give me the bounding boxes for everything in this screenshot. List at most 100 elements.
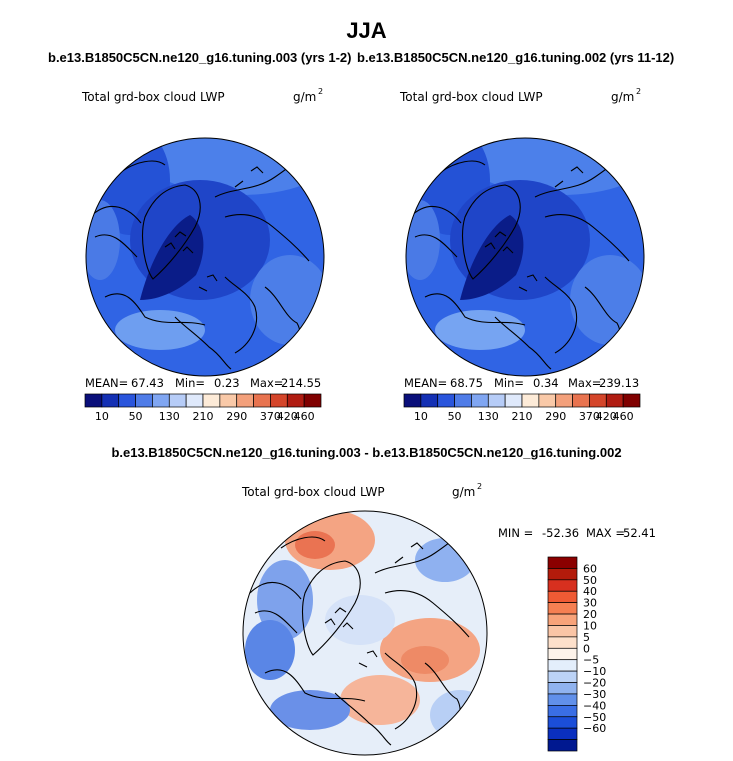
right-max-label: Max= [568,376,601,390]
colorbar-box [84,393,103,408]
colorbar-box [471,393,489,408]
diff-max-label: MAX = [586,526,625,540]
colorbar-box [286,393,305,408]
colorbar-box [504,393,523,408]
diff-panel-units: g/m [452,485,475,499]
colorbar-tick-label: −50 [583,711,606,724]
colorbar-box [589,393,607,408]
colorbar-tick-label: 420 [596,410,617,423]
left-map-region [86,200,120,280]
colorbar-tick-label: 210 [512,410,533,423]
diff-min-label: MIN = [498,526,533,540]
left-mean-label: MEAN= [85,376,128,390]
page-title: JJA [346,18,387,43]
colorbar-box [403,393,422,408]
colorbar-box [547,556,578,569]
colorbar-box [547,636,578,649]
colorbar-box [547,727,578,740]
colorbar-box [547,568,578,581]
difference-panel: Total grd-box cloud LWP g/m 2 MIN = [241,482,656,756]
colorbar-box [572,393,590,408]
colorbar-box [303,393,322,408]
diff-min-value: -52.36 [542,526,579,540]
left-panel-case-title: b.e13.B1850C5CN.ne120_g16.tuning.003 (yr… [48,50,352,65]
diff-map-cool-region [270,690,350,730]
diff-map-warm-core [295,531,335,559]
colorbar-tick-label: −40 [583,699,606,712]
colorbar-box [547,705,578,718]
colorbar-box [152,393,170,408]
colorbar-tick-label: 290 [226,410,247,423]
colorbar-box [622,393,641,408]
colorbar-box [547,590,578,603]
colorbar-tick-label: 0 [583,642,590,655]
colorbar-box [547,647,578,661]
diff-map-border [242,510,488,756]
colorbar-tick-label: −20 [583,677,606,690]
right-panel-units: g/m [611,90,634,104]
colorbar-tick-label: 370 [579,410,600,423]
colorbar-tick-label: 210 [193,410,214,423]
colorbar-tick-label: 60 [583,562,597,575]
colorbar-box [555,393,573,408]
right-panel-case-title: b.e13.B1850C5CN.ne120_g16.tuning.002 (yr… [357,50,675,65]
right-map-border [405,137,645,377]
left-panel-units-exponent: 2 [318,87,323,96]
colorbar-box [202,393,221,408]
left-map-field [86,138,324,376]
left-map-greenland [140,215,204,300]
left-map-region [115,310,205,350]
colorbar-box [135,393,153,408]
diff-map-cool-region [430,690,487,740]
colorbar-box [454,393,472,408]
colorbar-box [253,393,271,408]
right-map-region [570,255,644,345]
colorbar-tick-label: 130 [478,410,499,423]
colorbar-box [185,393,204,408]
left-panel-units: g/m [293,90,316,104]
diff-map-cool-region [245,620,295,680]
colorbar-tick-label: 10 [583,619,597,632]
right-panel-variable-label: Total grd-box cloud LWP [399,90,543,104]
colorbar-box [538,393,557,408]
diff-map-warm-region [340,675,420,725]
colorbar-tick-label: 10 [95,410,109,423]
colorbar-box [547,682,578,695]
diff-map-cool-region [415,538,475,582]
colorbar-box [437,393,455,408]
colorbar-box [547,670,578,683]
colorbar-box [219,393,238,408]
colorbar-tick-label: 50 [448,410,462,423]
colorbar-tick-label: −5 [583,654,599,667]
difference-panel-title: b.e13.B1850C5CN.ne120_g16.tuning.003 - b… [111,445,622,460]
left-map-border [85,137,325,377]
left-panel: Total grd-box cloud LWP g/m 2 MEAN= 67.4… [81,87,325,423]
diff-max-value: 52.41 [623,526,656,540]
colorbar-tick-label: −30 [583,688,606,701]
diff-panel-variable-label: Total grd-box cloud LWP [241,485,385,499]
colorbar-box [547,625,578,638]
diff-map-cool-region [257,560,313,640]
colorbar-tick-label: 370 [260,410,281,423]
colorbar-box [101,393,120,408]
colorbar-box [521,393,540,408]
colorbar-box [547,613,578,626]
diff-panel-units-exponent: 2 [477,482,482,491]
colorbar-box [605,393,624,408]
colorbar-box [547,716,578,729]
left-mean-value: 67.43 [131,376,164,390]
left-panel-variable-label: Total grd-box cloud LWP [81,90,225,104]
colorbar-box [547,659,578,672]
colorbar-tick-label: 5 [583,631,590,644]
diff-map-neutral-region [325,595,395,645]
right-mean-label: MEAN= [404,376,447,390]
right-map-region [435,310,525,350]
right-panel-units-exponent: 2 [636,87,641,96]
right-min-value: 0.34 [533,376,559,390]
colorbar-box [168,393,187,408]
colorbar-box [547,602,578,615]
colorbar-tick-label: 460 [294,410,315,423]
left-map-region [250,255,324,345]
